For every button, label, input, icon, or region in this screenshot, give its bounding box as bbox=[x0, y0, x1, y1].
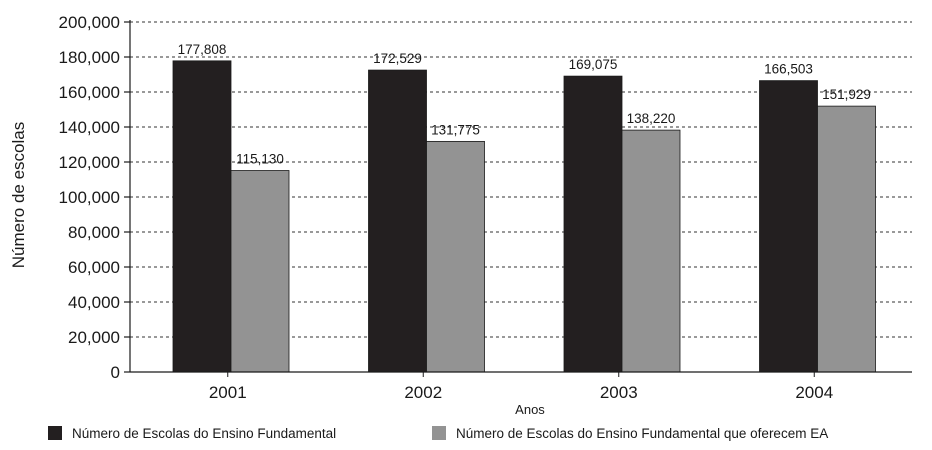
bar-total-2001 bbox=[172, 60, 232, 373]
bar-ea-2001 bbox=[230, 170, 290, 373]
bar-ea-2002 bbox=[426, 140, 485, 373]
bar-total-2002 bbox=[368, 69, 427, 373]
y-tick-label: 80,000 bbox=[68, 223, 120, 242]
data-label: 115,130 bbox=[236, 152, 284, 167]
legend-label: Número de Escolas do Ensino Fundamental bbox=[72, 426, 336, 441]
legend-label: Número de Escolas do Ensino Fundamental … bbox=[456, 426, 828, 441]
legend: Número de Escolas do Ensino Fundamental N… bbox=[48, 426, 828, 441]
value-labels: 177,808 115,130 172,529 131,775 169,075 138,2… bbox=[178, 42, 871, 167]
gridlines bbox=[130, 21, 912, 338]
bar-total-2004 bbox=[759, 80, 818, 373]
data-label: 151,929 bbox=[822, 87, 871, 102]
bar-total-2003 bbox=[563, 75, 623, 373]
data-label: 138,220 bbox=[627, 111, 676, 126]
x-tick-label: 2002 bbox=[404, 383, 442, 402]
legend-swatch bbox=[48, 426, 62, 440]
data-label: 177,808 bbox=[178, 42, 227, 57]
data-label: 131,775 bbox=[431, 122, 480, 137]
y-tick-label: 20,000 bbox=[68, 328, 120, 347]
y-axis-title: Número de escolas bbox=[9, 122, 28, 268]
legend-swatch bbox=[432, 426, 446, 440]
x-axis-title: Anos bbox=[515, 402, 545, 417]
y-tick-label: 200,000 bbox=[59, 13, 120, 32]
bar-ea-2004 bbox=[817, 105, 876, 373]
y-tick-label: 0 bbox=[111, 363, 120, 382]
bars bbox=[172, 60, 876, 373]
y-tick-label: 40,000 bbox=[68, 293, 120, 312]
y-tick-label: 180,000 bbox=[59, 48, 120, 67]
y-tick-label: 100,000 bbox=[59, 188, 120, 207]
y-tick-label: 140,000 bbox=[59, 118, 120, 137]
y-tick-label: 160,000 bbox=[59, 83, 120, 102]
axes: 0 20,000 40,000 60,000 80,000 100,000 120,000 1… bbox=[59, 13, 912, 402]
y-tick-label: 120,000 bbox=[59, 153, 120, 172]
x-tick-label: 2001 bbox=[209, 383, 247, 402]
x-tick-label: 2003 bbox=[600, 383, 638, 402]
data-label: 169,075 bbox=[569, 57, 618, 72]
y-tick-label: 60,000 bbox=[68, 258, 120, 277]
x-tick-label: 2004 bbox=[795, 383, 833, 402]
bar-ea-2003 bbox=[621, 129, 681, 373]
data-label: 166,503 bbox=[764, 62, 813, 77]
data-label: 172,529 bbox=[373, 51, 422, 66]
